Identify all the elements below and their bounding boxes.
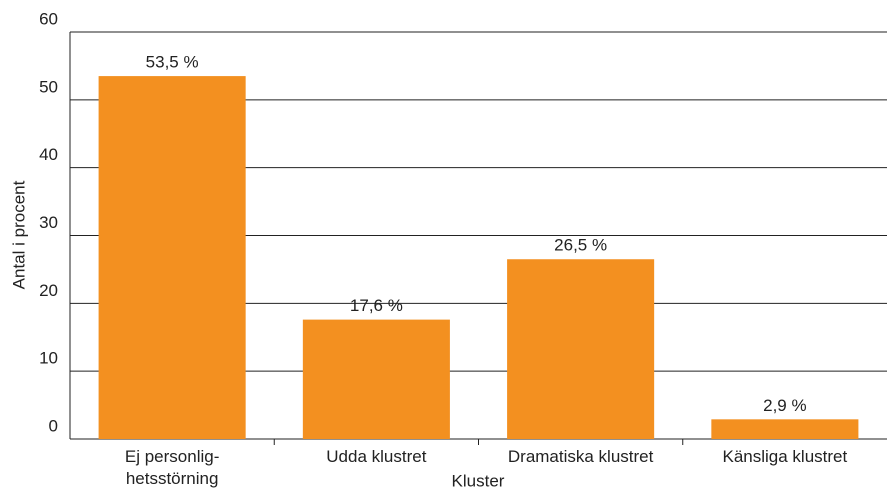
- y-tick-label: 0: [49, 416, 58, 435]
- bar: [302, 319, 450, 439]
- y-tick-label: 20: [39, 281, 58, 300]
- value-label: 17,6 %: [350, 296, 403, 315]
- bar: [98, 76, 246, 439]
- bar: [507, 259, 655, 439]
- y-tick-label: 60: [39, 9, 58, 28]
- bar: [711, 419, 859, 439]
- value-label: 53,5 %: [146, 53, 199, 72]
- y-tick-label: 50: [39, 77, 58, 96]
- x-tick-label: Känsliga klustret: [722, 447, 848, 466]
- value-label: 2,9 %: [763, 396, 806, 415]
- x-tick-label: Dramatiska klustret: [507, 447, 654, 466]
- y-tick-label: 10: [39, 349, 58, 368]
- y-tick-label: 30: [39, 213, 58, 232]
- x-tick-label: Udda klustret: [326, 447, 427, 466]
- y-tick-label: 40: [39, 145, 58, 164]
- x-axis-label: Kluster: [452, 471, 505, 490]
- value-label: 26,5 %: [554, 236, 607, 255]
- y-axis-label: Antal i procent: [9, 180, 28, 289]
- x-tick-label: Ej personlig- hetsstörning: [124, 447, 220, 488]
